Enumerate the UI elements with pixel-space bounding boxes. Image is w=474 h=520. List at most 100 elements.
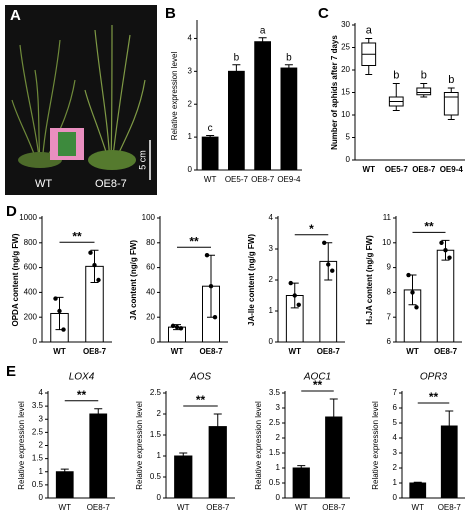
y-tick-label: 400 xyxy=(24,288,38,297)
y-tick-label: 1 xyxy=(39,467,44,476)
panel-label: C xyxy=(318,5,329,22)
y-tick-label: 3 xyxy=(393,448,398,457)
y-tick-label: 11 xyxy=(383,213,392,222)
y-tick-label: 1.5 xyxy=(150,430,162,439)
data-point xyxy=(88,250,93,255)
y-tick-label: 1 xyxy=(269,306,274,315)
y-tick-label: 3 xyxy=(39,414,44,423)
error-bar xyxy=(206,134,215,140)
y-tick-label: 1 xyxy=(276,463,281,472)
y-tick-label: 8 xyxy=(387,288,392,297)
scale-label: 5 cm xyxy=(137,150,147,170)
x-tick-label: OE8-7 xyxy=(206,503,230,512)
y-tick-label: 0 xyxy=(151,337,156,346)
error-bar xyxy=(258,37,267,47)
x-tick-label: OE8-7 xyxy=(317,347,341,356)
x-tick-label: WT xyxy=(53,347,66,356)
significance-letter: b xyxy=(393,69,399,81)
data-point xyxy=(96,277,101,283)
y-tick-label: 30 xyxy=(341,20,350,29)
box xyxy=(443,92,459,116)
y-axis-label: Relative expression level xyxy=(170,52,179,141)
data-point xyxy=(439,240,444,245)
chart-title: OPR3 xyxy=(420,372,448,383)
y-tick-label: 200 xyxy=(24,312,38,321)
significance-letter: a xyxy=(260,25,266,36)
data-point xyxy=(326,262,331,267)
y-tick-label: 5 xyxy=(393,418,398,427)
data-point xyxy=(288,280,293,286)
data-point xyxy=(447,255,452,260)
y-tick-label: 2.5 xyxy=(32,427,44,436)
bar xyxy=(174,455,193,499)
x-tick-label: WT xyxy=(363,165,376,174)
x-tick-label: OE8-7 xyxy=(412,165,436,174)
data-point xyxy=(53,296,58,301)
data-point xyxy=(170,323,176,329)
y-tick-label: 1 xyxy=(188,132,193,141)
y-tick-label: 0 xyxy=(393,493,398,502)
x-tick-label: WT xyxy=(406,347,419,356)
data-point xyxy=(330,268,335,273)
y-tick-label: 60 xyxy=(146,263,155,272)
y-tick-label: 1.5 xyxy=(269,448,281,457)
bar xyxy=(280,67,298,171)
y-tick-label: 7 xyxy=(393,388,398,397)
x-tick-label: WT xyxy=(412,503,425,512)
error-bar xyxy=(445,410,454,442)
bar xyxy=(55,471,74,499)
y-tick-label: 20 xyxy=(146,312,155,321)
y-tick-label: 0 xyxy=(157,493,162,502)
error-bar xyxy=(329,398,338,436)
y-tick-label: 10 xyxy=(382,238,391,247)
y-tick-label: 1000 xyxy=(19,213,37,222)
data-point xyxy=(410,290,415,295)
photo: A WT OE8-7 5 cm xyxy=(5,5,157,195)
y-tick-label: 0 xyxy=(188,165,193,174)
significance-letter: b xyxy=(421,69,427,81)
x-tick-label: OE9-4 xyxy=(277,175,301,184)
y-tick-label: 6 xyxy=(393,403,398,412)
y-tick-label: 25 xyxy=(341,43,350,52)
data-point xyxy=(443,248,448,253)
x-tick-label: WT xyxy=(289,347,302,356)
y-axis-label: Relative expression level xyxy=(254,401,263,490)
error-bar xyxy=(232,64,241,79)
bar xyxy=(254,41,271,171)
y-tick-label: 0 xyxy=(33,337,38,346)
y-tick-label: 3 xyxy=(276,403,281,412)
data-point xyxy=(296,302,301,307)
panel-label: A xyxy=(10,7,21,24)
y-tick-label: 0 xyxy=(39,493,44,502)
bar xyxy=(228,70,245,171)
y-tick-label: 2.5 xyxy=(269,418,281,427)
significance-letter: a xyxy=(366,24,373,36)
data-point xyxy=(174,324,180,330)
y-tick-label: 2 xyxy=(269,275,274,284)
x-tick-label: OE8-7 xyxy=(438,503,462,512)
y-tick-label: 9 xyxy=(387,263,392,272)
bar xyxy=(201,136,219,171)
y-tick-label: 2 xyxy=(157,409,162,418)
x-tick-label: OE5-7 xyxy=(225,175,249,184)
data-point xyxy=(406,272,411,278)
x-tick-label: WT xyxy=(177,503,190,512)
y-tick-label: 4 xyxy=(393,433,398,442)
significance-mark: ** xyxy=(196,393,206,407)
x-tick-label: OE8-7 xyxy=(434,347,458,356)
chart-title: LOX4 xyxy=(69,372,95,383)
error-bar xyxy=(284,64,293,72)
panel-label: B xyxy=(165,5,176,22)
bar xyxy=(89,413,108,499)
significance-mark: ** xyxy=(313,378,323,392)
x-tick-label: WT xyxy=(59,503,72,512)
y-tick-label: 4 xyxy=(188,34,193,43)
y-tick-label: 6 xyxy=(387,337,392,346)
y-tick-label: 1.5 xyxy=(32,454,44,463)
y-axis-label: Relative expression level xyxy=(371,401,380,490)
y-tick-label: 100 xyxy=(142,213,156,222)
y-axis-label: OPDA content (ng/g FW) xyxy=(11,233,20,326)
bar xyxy=(436,249,455,343)
chart-title: AOC1 xyxy=(303,372,331,383)
significance-letter: b xyxy=(448,74,454,86)
